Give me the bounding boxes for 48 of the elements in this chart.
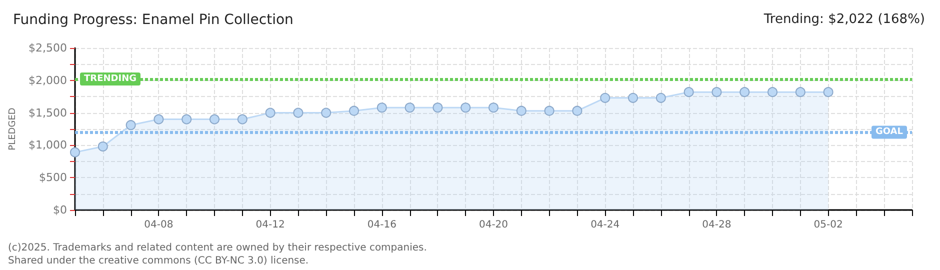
point — [404, 102, 415, 113]
point — [237, 114, 248, 124]
point — [460, 102, 471, 113]
point — [684, 87, 694, 98]
point — [210, 114, 220, 124]
point — [516, 106, 526, 116]
x-tick-label: 04-28 — [702, 220, 732, 230]
x-tick-label: 04-12 — [256, 220, 285, 230]
y-axis-title: PLEDGED — [8, 108, 18, 150]
point — [98, 142, 108, 152]
point — [823, 87, 834, 98]
point — [265, 108, 276, 118]
point — [656, 92, 666, 103]
point — [349, 106, 359, 116]
y-tick-label: $2,500 — [28, 42, 67, 54]
point — [321, 108, 332, 118]
point — [182, 114, 192, 124]
point — [600, 92, 610, 103]
y-tick-label: $1,000 — [28, 138, 67, 152]
x-tick-label: 05-02 — [814, 220, 843, 230]
point — [740, 87, 750, 98]
point — [70, 147, 80, 158]
text: Shared under the creative commons (CC BY-NC 3.0) license. — [8, 256, 309, 266]
ref-line-label: GOAL — [876, 127, 904, 138]
ref-line-label: TRENDING — [84, 74, 136, 84]
x-tick-label: 04-16 — [367, 220, 396, 230]
y-tick-label: $1,500 — [28, 106, 67, 120]
y-tick-label: $0 — [53, 204, 67, 216]
point — [795, 87, 806, 98]
point — [293, 108, 304, 118]
y-tick-label: $2,000 — [28, 74, 67, 87]
y-tick-label: $500 — [39, 171, 67, 184]
x-tick-label: 04-24 — [590, 220, 620, 230]
point — [126, 120, 136, 130]
point — [154, 114, 164, 124]
chart-subtitle: Trending: $2,022 (168%) — [762, 12, 925, 27]
point — [544, 106, 554, 116]
point — [376, 102, 387, 113]
point — [628, 92, 638, 103]
point — [572, 106, 582, 116]
point — [432, 102, 443, 113]
chart-title: Funding Progress: Enamel Pin Collection — [13, 12, 294, 28]
point — [768, 87, 778, 98]
point — [488, 102, 498, 113]
text: (c)2025. Trademarks and related content are owned by their respective companies. — [8, 242, 427, 254]
x-tick-label: 04-20 — [478, 220, 508, 230]
point — [712, 87, 722, 98]
x-tick-label: 04-08 — [144, 220, 174, 230]
